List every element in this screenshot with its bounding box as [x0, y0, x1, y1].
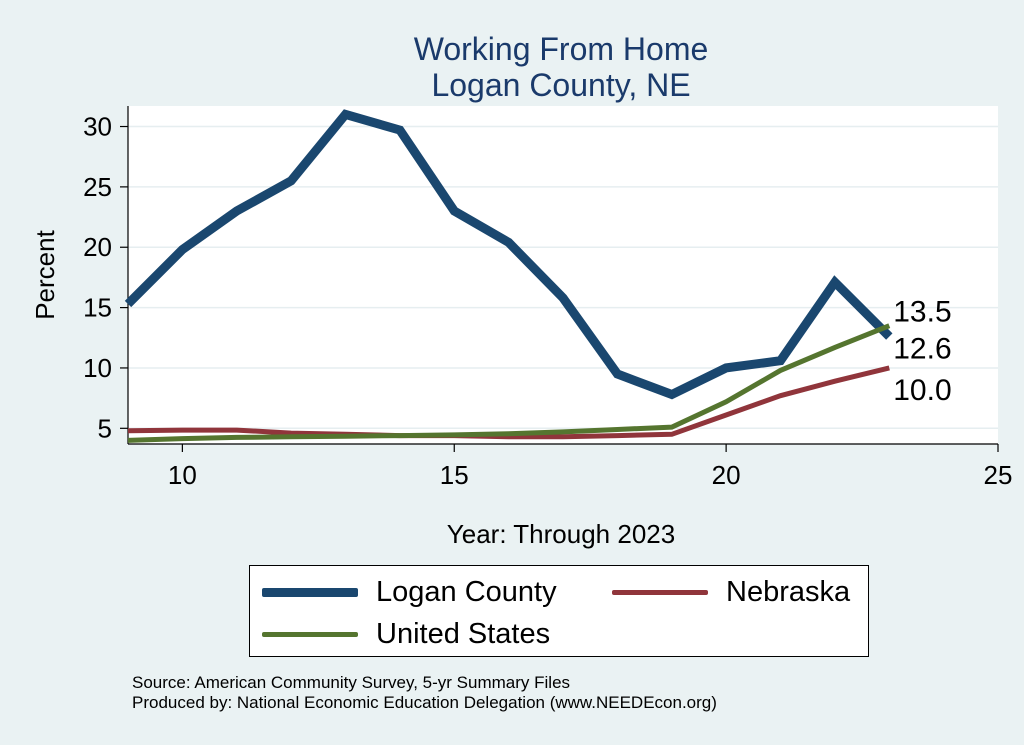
source-note: Source: American Community Survey, 5-yr … [132, 673, 717, 713]
y-tick-label-20: 20 [83, 232, 112, 262]
x-tick-label-10: 10 [168, 460, 197, 490]
legend-label-united-states: United States [376, 618, 551, 650]
plot-region [128, 106, 998, 444]
source-line: Source: American Community Survey, 5-yr … [132, 673, 571, 692]
legend-swatch-united-states [262, 632, 358, 637]
legend-item-united-states: United States [262, 618, 550, 651]
y-tick-label-15: 15 [83, 293, 112, 323]
legend-swatch-logan-county [262, 588, 358, 597]
y-tick-label-5: 5 [98, 413, 112, 443]
y-tick-label-30: 30 [83, 112, 112, 142]
end-labels: 13.5 12.6 10.0 [893, 296, 951, 407]
axes: 5 10 15 20 25 30 10 15 20 25 [83, 106, 1012, 490]
end-label-12-6: 12.6 [893, 333, 951, 366]
y-tick-label-25: 25 [83, 172, 112, 202]
legend-label-nebraska: Nebraska [726, 576, 851, 608]
legend-label-logan-county: Logan County [376, 576, 557, 608]
series-lines [124, 109, 893, 443]
legend-swatch-nebraska [612, 590, 708, 595]
produced-by-line: Produced by: National Economic Education… [132, 693, 717, 712]
series-line-united-states [127, 323, 891, 443]
series-line-logan-county [124, 109, 893, 400]
x-tick-label-25: 25 [984, 460, 1013, 490]
y-tick-label-10: 10 [83, 353, 112, 383]
series-line-nebraska [127, 365, 890, 440]
legend-item-logan-county: Logan County [262, 576, 557, 609]
x-tick-label-20: 20 [712, 460, 741, 490]
legend-item-nebraska: Nebraska [612, 576, 850, 609]
chart-title-line-1: Working From Home [414, 31, 709, 67]
end-label-10-0: 10.0 [893, 374, 951, 407]
chart-title-line-2: Logan County, NE [431, 67, 690, 103]
legend: Logan County Nebraska United States [249, 565, 869, 657]
y-axis-title: Percent [30, 229, 60, 319]
end-label-13-5: 13.5 [893, 296, 951, 329]
x-axis-title: Year: Through 2023 [447, 519, 675, 549]
x-tick-label-15: 15 [440, 460, 469, 490]
